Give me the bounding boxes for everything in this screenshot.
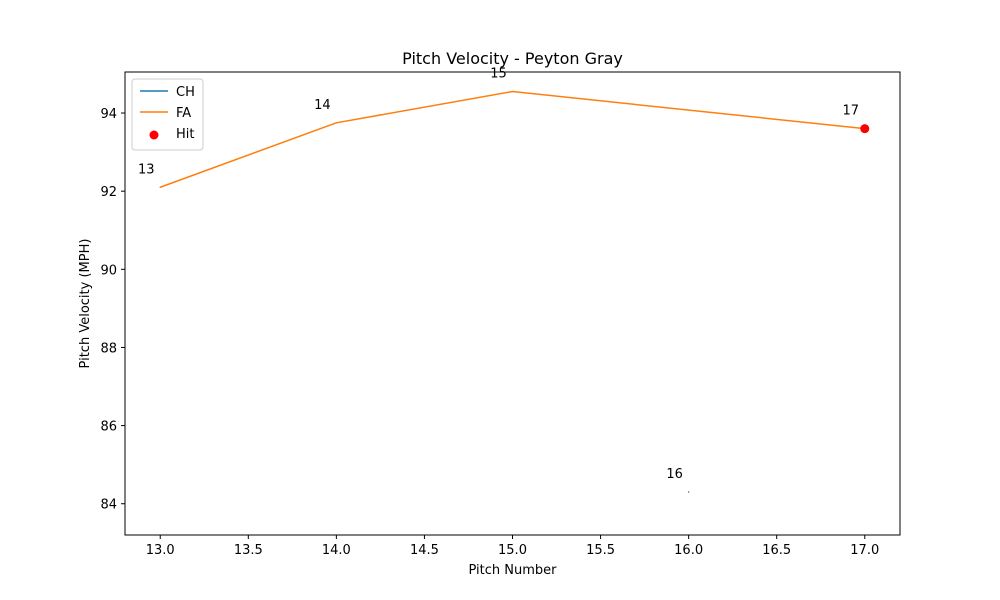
- y-tick-label: 86: [100, 420, 117, 435]
- y-tick-label: 84: [100, 498, 117, 513]
- series-line-fa: [159, 90, 865, 188]
- chart-title: Pitch Velocity - Peyton Gray: [402, 49, 623, 68]
- data-point-ch: [687, 491, 690, 493]
- legend-label-fa: FA: [176, 106, 191, 121]
- x-axis-ticks: 13.0 13.5 14.0 14.5 15.0 15.5 16.0 16.5 17.0: [146, 535, 879, 558]
- legend-label-ch: CH: [176, 85, 195, 100]
- y-axis-label: Pitch Velocity (MPH): [78, 239, 93, 369]
- plot-frame: [124, 71, 901, 536]
- pitch-number-annotation: 16: [666, 467, 683, 482]
- pitch-number-annotation: 14: [314, 98, 331, 113]
- y-tick-label: 92: [100, 185, 117, 200]
- x-tick-label: 16.5: [762, 543, 791, 558]
- y-tick-label: 90: [100, 263, 117, 278]
- x-tick-label: 15.5: [586, 543, 615, 558]
- x-axis-label: Pitch Number: [468, 563, 557, 578]
- pitch-number-annotation: 17: [842, 104, 859, 119]
- x-tick-label: 17.0: [850, 543, 879, 558]
- data-point-fa: [511, 90, 514, 93]
- x-tick-label: 13.0: [146, 543, 175, 558]
- pitch-number-annotation: 13: [138, 162, 155, 177]
- y-axis-ticks: 84 86 88 90 92 94: [100, 107, 125, 513]
- x-tick-label: 14.0: [322, 543, 351, 558]
- x-tick-label: 16.0: [674, 543, 703, 558]
- series-layer: [159, 90, 870, 493]
- legend-swatch-hit: [149, 130, 159, 140]
- x-tick-label: 14.5: [410, 543, 439, 558]
- x-tick-label: 13.5: [234, 543, 263, 558]
- annotation-layer: 13 14 15 16 17: [138, 67, 859, 482]
- data-point-fa: [335, 122, 338, 124]
- legend-label-hit: Hit: [176, 127, 194, 142]
- pitch-number-annotation: 15: [490, 67, 507, 82]
- legend-box: [131, 78, 204, 151]
- scatter-point-hit: [860, 124, 870, 134]
- legend: CH FA Hit: [131, 78, 204, 151]
- y-tick-label: 88: [100, 341, 117, 356]
- y-tick-label: 94: [100, 107, 117, 122]
- x-tick-label: 15.0: [498, 543, 527, 558]
- data-point-fa: [159, 186, 161, 189]
